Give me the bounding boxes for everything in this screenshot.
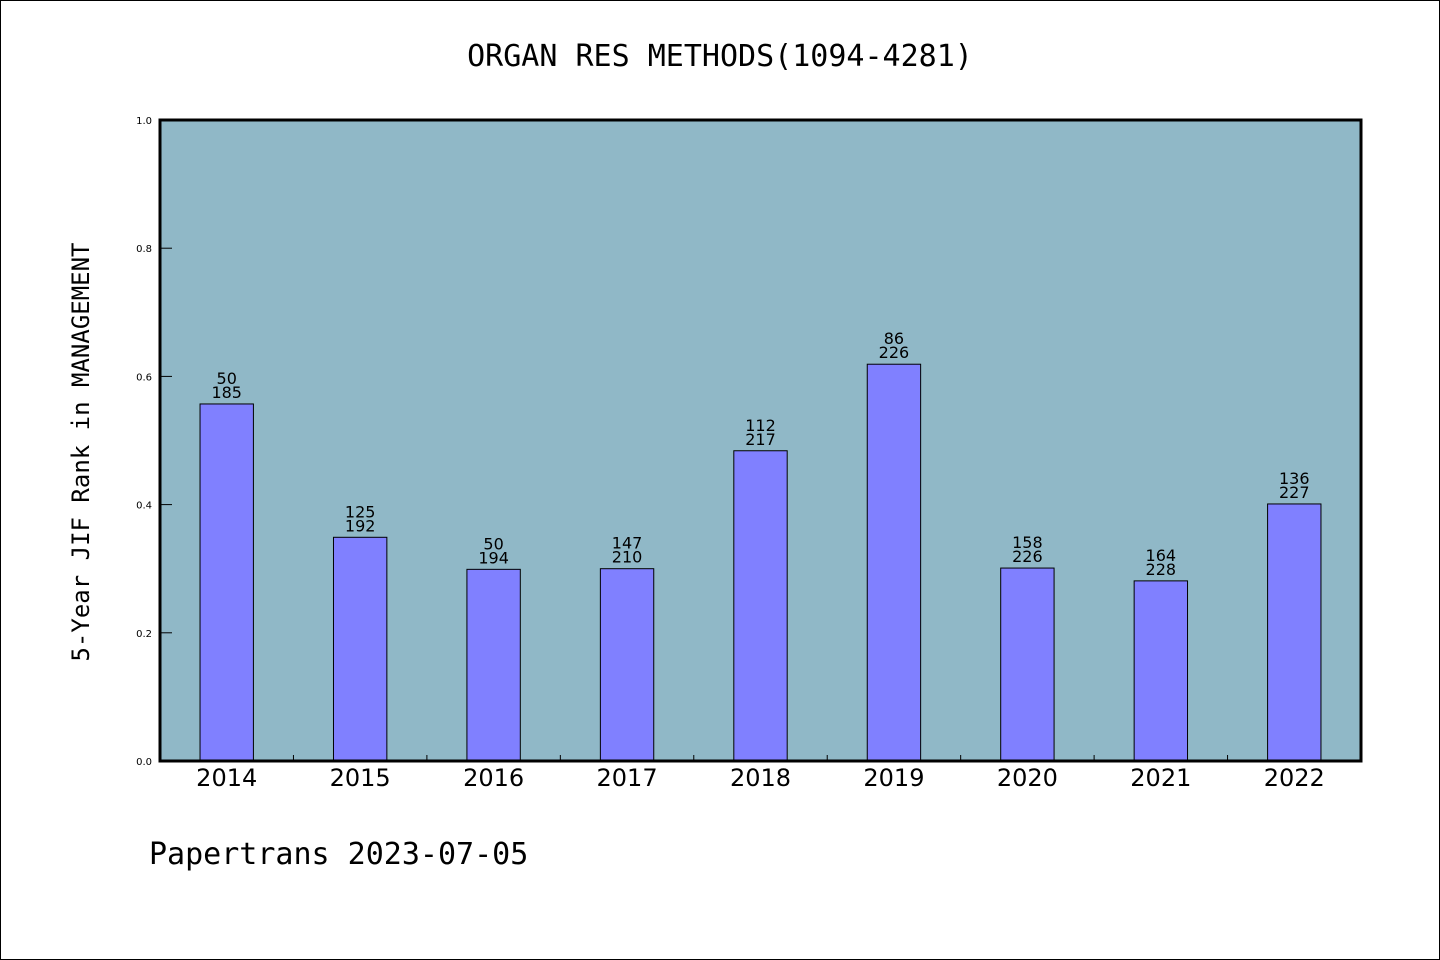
- bar: [733, 450, 788, 762]
- bar: [332, 536, 388, 762]
- bar-rank-label: 125: [345, 502, 376, 521]
- bar: [1133, 580, 1189, 762]
- bar-total-label: 226: [879, 343, 910, 362]
- x-tick-label: 2018: [730, 764, 791, 792]
- bar-rank-label: 164: [1146, 546, 1177, 565]
- y-tick-label: 0.8: [136, 244, 152, 255]
- bar-rank-label: 50: [483, 534, 503, 553]
- bar: [866, 363, 922, 762]
- bar: [599, 568, 655, 762]
- bar-rank-label: 86: [884, 329, 904, 348]
- chart-title: ORGAN RES METHODS(1094-4281): [467, 39, 973, 74]
- bars: [199, 363, 1322, 762]
- bar-rank-label: 112: [745, 416, 776, 435]
- x-tick-label: 2019: [863, 764, 924, 792]
- bar-rank-label: 136: [1279, 469, 1310, 488]
- bar-rank-label: 158: [1012, 533, 1043, 552]
- bar-total-label: 228: [1146, 560, 1177, 579]
- bar-total-label: 217: [745, 430, 776, 449]
- y-axis: 0.0 0.2 0.4 0.6 0.8 1.0: [136, 116, 172, 768]
- x-tick-label: 2016: [463, 764, 524, 792]
- x-tick-label: 2015: [330, 764, 391, 792]
- y-tick-label: 0.0: [136, 757, 152, 768]
- bar: [1000, 567, 1055, 762]
- bar: [466, 568, 521, 762]
- y-tick-label: 0.4: [136, 501, 152, 512]
- y-axis-label: 5-Year JIF Rank in MANAGEMENT: [67, 242, 95, 661]
- bar-total-label: 185: [211, 383, 242, 402]
- bar-total-label: 192: [345, 516, 376, 535]
- x-tick-label: 2017: [597, 764, 658, 792]
- y-tick-label: 0.6: [136, 372, 152, 383]
- bar: [199, 403, 254, 762]
- x-tick-label: 2020: [997, 764, 1058, 792]
- bar-rank-label: 50: [217, 369, 237, 388]
- x-tick-label: 2021: [1130, 764, 1191, 792]
- bar: [1267, 503, 1322, 762]
- bar-total-label: 226: [1012, 547, 1043, 566]
- x-tick-label: 2022: [1264, 764, 1325, 792]
- x-tick-label: 2014: [196, 764, 257, 792]
- bar-total-label: 194: [478, 548, 509, 567]
- footer-text: Papertrans 2023-07-05: [149, 837, 528, 872]
- x-axis: 2014 2015 2016 2017 2018 2019 2020 2021 2022: [196, 755, 1325, 792]
- bar-total-label: 210: [612, 548, 643, 567]
- y-tick-label: 1.0: [136, 116, 152, 127]
- y-tick-label: 0.2: [136, 629, 152, 640]
- bar-total-label: 227: [1279, 483, 1310, 502]
- bar-rank-label: 147: [612, 534, 643, 553]
- plot-border: [158, 118, 1363, 763]
